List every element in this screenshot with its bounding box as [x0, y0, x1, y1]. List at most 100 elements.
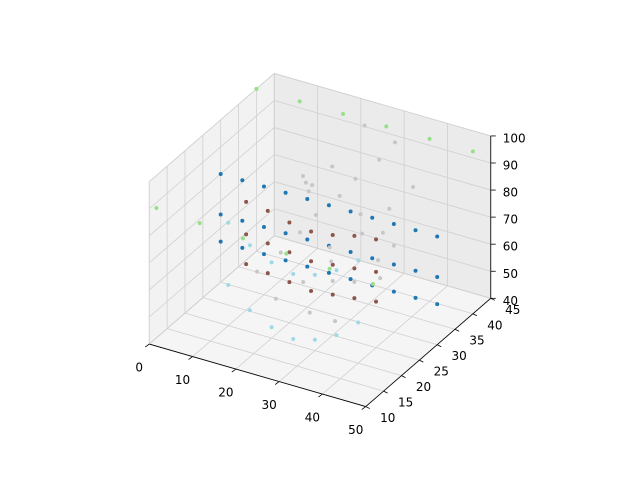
- point: [300, 174, 305, 179]
- point: [435, 234, 440, 239]
- point: [358, 212, 363, 217]
- point: [240, 236, 245, 241]
- tick-mark: [472, 313, 478, 317]
- tick-mark: [274, 381, 280, 385]
- point: [283, 190, 288, 195]
- grid-line: [148, 100, 275, 210]
- point: [330, 262, 335, 267]
- point: [348, 250, 353, 255]
- point: [284, 251, 289, 256]
- point: [269, 325, 274, 330]
- point: [411, 184, 416, 189]
- point: [305, 196, 310, 201]
- tick-mark: [436, 344, 442, 348]
- point: [240, 245, 245, 250]
- y-tick-label: 10: [380, 411, 395, 425]
- grid-line: [166, 328, 384, 392]
- grid-line: [278, 273, 405, 382]
- point: [370, 282, 375, 287]
- grid-line: [235, 260, 362, 370]
- point: [287, 220, 292, 225]
- grid-line: [274, 100, 491, 164]
- grid-line: [274, 127, 491, 191]
- point: [330, 233, 335, 238]
- point: [261, 252, 266, 257]
- point: [427, 136, 432, 141]
- grid-line: [184, 312, 402, 377]
- point: [326, 270, 331, 275]
- y-tick-label: 15: [398, 396, 413, 410]
- x-tick-label: 10: [175, 373, 190, 387]
- point: [226, 220, 231, 225]
- point: [244, 262, 249, 267]
- point: [297, 99, 302, 104]
- x-tick-label: 0: [135, 361, 143, 375]
- x-tick-label: 30: [262, 398, 277, 412]
- tick-mark: [401, 375, 406, 378]
- z-tick-label: 60: [503, 240, 518, 254]
- point: [384, 124, 389, 129]
- grid-line: [238, 266, 456, 330]
- grid-line: [148, 154, 275, 264]
- axis-line: [365, 298, 492, 407]
- tick-mark: [231, 368, 237, 373]
- point: [309, 229, 314, 234]
- grid-line: [148, 235, 275, 345]
- point: [154, 205, 159, 210]
- point: [326, 203, 331, 208]
- z-tick-label: 80: [503, 186, 518, 200]
- point: [312, 337, 317, 342]
- point: [265, 208, 270, 213]
- point: [352, 266, 357, 271]
- x-tick-label: 40: [305, 411, 320, 425]
- grid-line: [148, 208, 275, 318]
- point: [305, 264, 310, 269]
- point: [348, 277, 353, 282]
- point: [298, 230, 303, 235]
- point: [305, 237, 310, 242]
- point: [334, 333, 339, 338]
- tick-mark: [145, 343, 150, 348]
- grid-line: [192, 248, 318, 357]
- point: [330, 279, 335, 284]
- point: [330, 164, 335, 169]
- point: [413, 228, 418, 233]
- point: [380, 230, 385, 235]
- point: [307, 310, 312, 315]
- x-tick-label: 50: [348, 423, 363, 437]
- point: [287, 280, 292, 285]
- y-tick-label: 20: [416, 380, 431, 394]
- grid-line: [322, 285, 448, 395]
- point: [240, 218, 245, 223]
- grid-line: [148, 127, 275, 237]
- point: [278, 250, 283, 255]
- point: [362, 123, 367, 128]
- z-tick-label: 50: [503, 267, 518, 281]
- point: [218, 171, 223, 176]
- point: [435, 302, 440, 307]
- point: [392, 140, 397, 145]
- point: [329, 259, 334, 264]
- y-tick-label: 45: [505, 303, 520, 317]
- point: [283, 231, 288, 236]
- point: [283, 258, 288, 263]
- point: [413, 295, 418, 300]
- point: [265, 271, 270, 276]
- tick-mark: [383, 390, 388, 394]
- z-tick-label: 90: [503, 159, 518, 173]
- point: [378, 276, 383, 281]
- tick-mark: [419, 359, 424, 363]
- point: [218, 239, 223, 244]
- point: [352, 279, 357, 284]
- point: [301, 280, 306, 285]
- x-tick-label: 20: [218, 386, 233, 400]
- point: [254, 86, 259, 91]
- point: [218, 212, 223, 217]
- point: [306, 189, 311, 194]
- point: [197, 221, 202, 226]
- point: [374, 269, 379, 274]
- point: [374, 237, 379, 242]
- point: [269, 260, 274, 265]
- point: [340, 111, 345, 116]
